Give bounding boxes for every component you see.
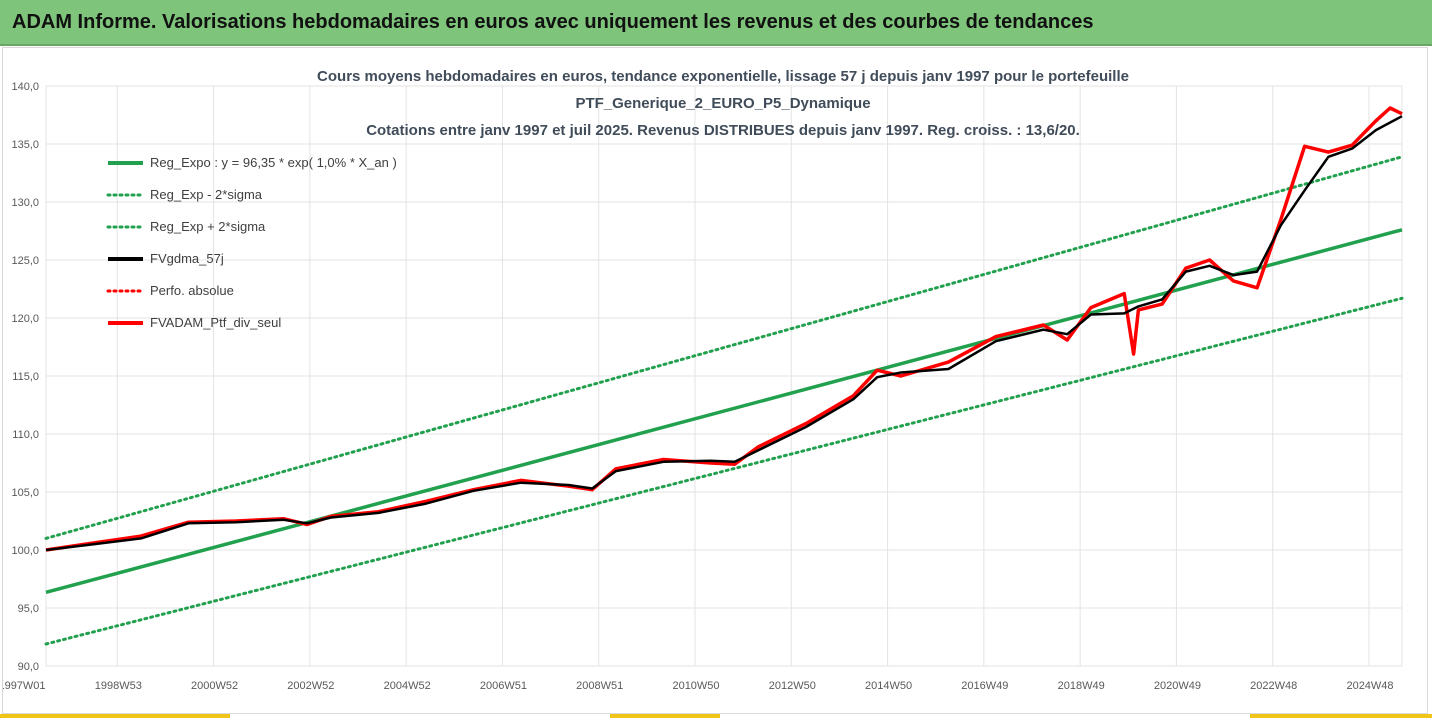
legend-item-label: Perfo. absolue xyxy=(150,283,234,298)
accent-bar-middle xyxy=(610,714,720,718)
series-group xyxy=(44,106,1404,646)
x-tick-label: 2010W50 xyxy=(672,680,719,692)
x-tick-label: 2018W49 xyxy=(1058,680,1105,692)
x-tick-label: 1998W53 xyxy=(95,680,142,692)
line-chart: Cours moyens hebdomadaires en euros, ten… xyxy=(3,68,1404,692)
y-tick-label: 135,0 xyxy=(11,139,39,151)
y-tick-label: 140,0 xyxy=(11,81,39,93)
legend-item-label: FVgdma_57j xyxy=(150,251,224,266)
legend-item-label: Reg_Exp + 2*sigma xyxy=(150,219,266,234)
series-fvgdma-57j xyxy=(45,115,1403,552)
x-tick-label: 2004W52 xyxy=(384,680,431,692)
chart-title-line: Cotations entre janv 1997 et juil 2025. … xyxy=(366,122,1080,139)
x-tick-label: 1997W01 xyxy=(3,680,46,692)
accent-bar-left xyxy=(0,714,230,718)
x-tick-label: 2000W52 xyxy=(191,680,238,692)
y-tick-label: 110,0 xyxy=(12,429,39,441)
y-tick-label: 100,0 xyxy=(11,545,39,557)
y-tick-label: 120,0 xyxy=(11,313,39,325)
series-reg-expo xyxy=(45,228,1403,594)
accent-bar-right xyxy=(1250,714,1432,718)
legend-item-label: FVADAM_Ptf_div_seul xyxy=(150,315,281,330)
legend-item-label: Reg_Expo : y = 96,35 * exp( 1,0% * X_an … xyxy=(150,155,397,170)
x-tick-label: 2012W50 xyxy=(769,680,816,692)
legend: Reg_Expo : y = 96,35 * exp( 1,0% * X_an … xyxy=(106,155,397,330)
y-tick-label: 90,0 xyxy=(18,661,39,673)
legend-item-label: Reg_Exp - 2*sigma xyxy=(150,187,263,202)
x-tick-label: 2016W49 xyxy=(961,680,1008,692)
y-tick-label: 115,0 xyxy=(12,371,39,383)
chart-title-line: PTF_Generique_2_EURO_P5_Dynamique xyxy=(575,95,870,112)
axis-labels: 90,0 95,0 100,0 105,0 110,0 115,0 120,0 125,0 13… xyxy=(3,81,1394,692)
y-tick-label: 125,0 xyxy=(11,255,39,267)
x-tick-label: 2022W48 xyxy=(1250,680,1297,692)
x-tick-label: 2008W51 xyxy=(576,680,623,692)
header-banner: ADAM Informe. Valorisations hebdomadaire… xyxy=(0,0,1432,46)
chart-area: Cours moyens hebdomadaires en euros, ten… xyxy=(2,47,1428,714)
y-tick-label: 95,0 xyxy=(18,603,39,615)
x-tick-label: 2014W50 xyxy=(865,680,912,692)
x-tick-label: 2024W48 xyxy=(1346,680,1393,692)
x-tick-label: 2002W52 xyxy=(287,680,334,692)
chart-title-line: Cours moyens hebdomadaires en euros, ten… xyxy=(317,68,1129,85)
chart-title: Cours moyens hebdomadaires en euros, ten… xyxy=(317,68,1129,139)
x-tick-label: 2006W51 xyxy=(480,680,527,692)
series-reg-minus-2sigma xyxy=(44,296,1404,646)
report-title: ADAM Informe. Valorisations hebdomadaire… xyxy=(12,11,1094,33)
series-reg-plus-2sigma xyxy=(44,155,1404,540)
x-tick-label: 2020W49 xyxy=(1154,680,1201,692)
gridlines xyxy=(45,85,1403,667)
y-tick-label: 130,0 xyxy=(11,197,39,209)
y-tick-label: 105,0 xyxy=(11,487,39,499)
